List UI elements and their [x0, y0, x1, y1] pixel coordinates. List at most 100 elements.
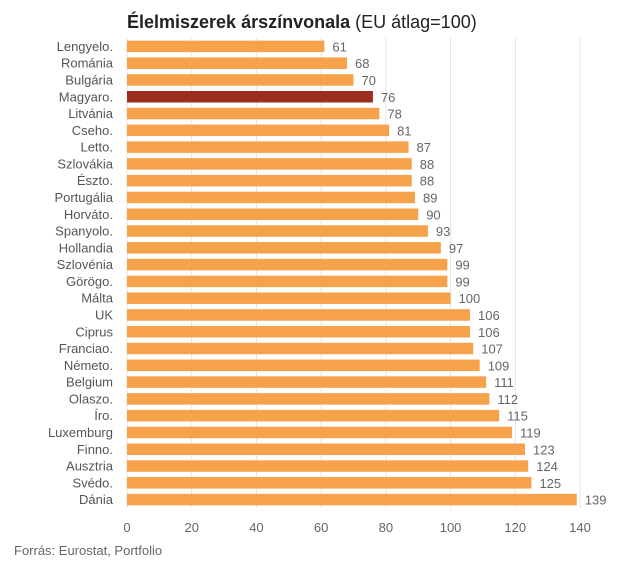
bars	[127, 40, 577, 506]
category-label: Litvánia	[68, 106, 114, 121]
value-label: 61	[332, 39, 346, 54]
value-label: 115	[507, 409, 528, 424]
value-label: 97	[449, 241, 463, 256]
bar	[127, 124, 390, 137]
category-label: Portugália	[54, 190, 113, 205]
bar	[127, 409, 500, 422]
category-label: Finno.	[77, 442, 113, 457]
x-tick-label: 40	[249, 520, 263, 535]
category-label: Cseho.	[72, 123, 113, 138]
category-label: Görögo.	[66, 274, 113, 289]
category-label: Olaszo.	[69, 391, 113, 406]
value-label: 123	[533, 442, 555, 457]
value-label: 112	[497, 392, 518, 407]
category-label: Dánia	[79, 492, 114, 507]
x-tick-label: 20	[184, 520, 198, 535]
category-label: Málta	[81, 291, 114, 306]
category-label: Horváto.	[64, 207, 113, 222]
category-label: Németo.	[64, 358, 113, 373]
bar	[127, 174, 412, 187]
value-label: 119	[520, 425, 541, 440]
value-label: 109	[488, 358, 510, 373]
category-label: Franciao.	[59, 341, 113, 356]
value-label: 100	[459, 291, 481, 306]
x-tick-label: 0	[123, 520, 130, 535]
bar	[127, 158, 412, 170]
bar	[127, 359, 480, 372]
value-label: 111	[494, 375, 514, 390]
value-label: 107	[481, 342, 503, 357]
value-label: 70	[362, 73, 376, 88]
value-label: 125	[539, 476, 561, 491]
value-label: 93	[436, 224, 450, 239]
category-label: Spanyolo.	[55, 224, 113, 239]
bar	[127, 258, 448, 271]
bar	[127, 493, 577, 506]
bar	[127, 275, 448, 288]
bar	[127, 292, 451, 304]
category-label: Belgium	[66, 375, 113, 390]
category-label: Lengyelo.	[57, 39, 113, 54]
category-label: Szlovákia	[57, 156, 113, 171]
bar	[127, 443, 525, 455]
bar	[127, 460, 529, 472]
bar	[127, 426, 513, 439]
bar	[127, 208, 419, 220]
bar	[127, 342, 474, 355]
x-axis-ticks: 0 20 40 60 80 100 120 140	[123, 520, 590, 535]
bar	[127, 309, 470, 321]
category-label: Magyaro.	[59, 89, 113, 104]
value-label: 78	[387, 107, 401, 122]
bar	[127, 376, 487, 388]
value-label: 81	[397, 123, 411, 138]
category-label: Románia	[61, 56, 114, 71]
value-label: 106	[478, 325, 500, 340]
category-label: Luxemburg	[48, 425, 113, 440]
source-note: Forrás: Eurostat, Portfolio	[14, 543, 163, 558]
bar	[127, 141, 409, 153]
category-label: UK	[95, 307, 113, 322]
x-tick-label: 60	[314, 520, 328, 535]
bar	[127, 57, 348, 69]
value-label: 99	[455, 258, 469, 273]
value-labels: 6168707678818788888990939799991001061061…	[332, 39, 606, 507]
value-label: 124	[536, 459, 558, 474]
category-label: Ciprus	[75, 324, 113, 339]
chart-title-main: Élelmiszerek árszínvonala	[127, 12, 351, 32]
bar	[127, 107, 380, 120]
value-label: 87	[417, 140, 431, 155]
category-label: Íro.	[94, 408, 113, 423]
bar	[127, 225, 428, 237]
bar	[127, 326, 470, 338]
value-label: 88	[420, 174, 434, 189]
bar-highlighted	[127, 91, 373, 103]
bar	[127, 477, 532, 489]
value-label: 90	[426, 207, 440, 222]
value-label: 68	[355, 56, 369, 71]
category-label: Észto.	[77, 173, 113, 188]
x-tick-label: 100	[440, 520, 462, 535]
bar	[127, 40, 325, 53]
category-label: Bulgária	[65, 72, 113, 87]
bar	[127, 242, 441, 254]
chart-title: Élelmiszerek árszínvonala (EU átlag=100)	[127, 12, 477, 33]
x-tick-label: 80	[379, 520, 393, 535]
value-label: 76	[381, 90, 395, 105]
chart-title-suffix: (EU átlag=100)	[355, 12, 477, 32]
x-tick-label: 140	[569, 520, 591, 535]
bar	[127, 191, 415, 204]
category-label: Szlovénia	[57, 257, 114, 272]
category-label: Ausztria	[66, 459, 114, 474]
value-label: 139	[585, 493, 607, 508]
bar	[127, 393, 490, 405]
value-label: 88	[420, 157, 434, 172]
category-label: Svédo.	[73, 475, 113, 490]
value-label: 106	[478, 308, 500, 323]
value-label: 99	[455, 274, 469, 289]
category-label: Hollandia	[59, 240, 114, 255]
value-label: 89	[423, 190, 437, 205]
category-label: Letto.	[80, 140, 113, 155]
bar	[127, 74, 354, 86]
